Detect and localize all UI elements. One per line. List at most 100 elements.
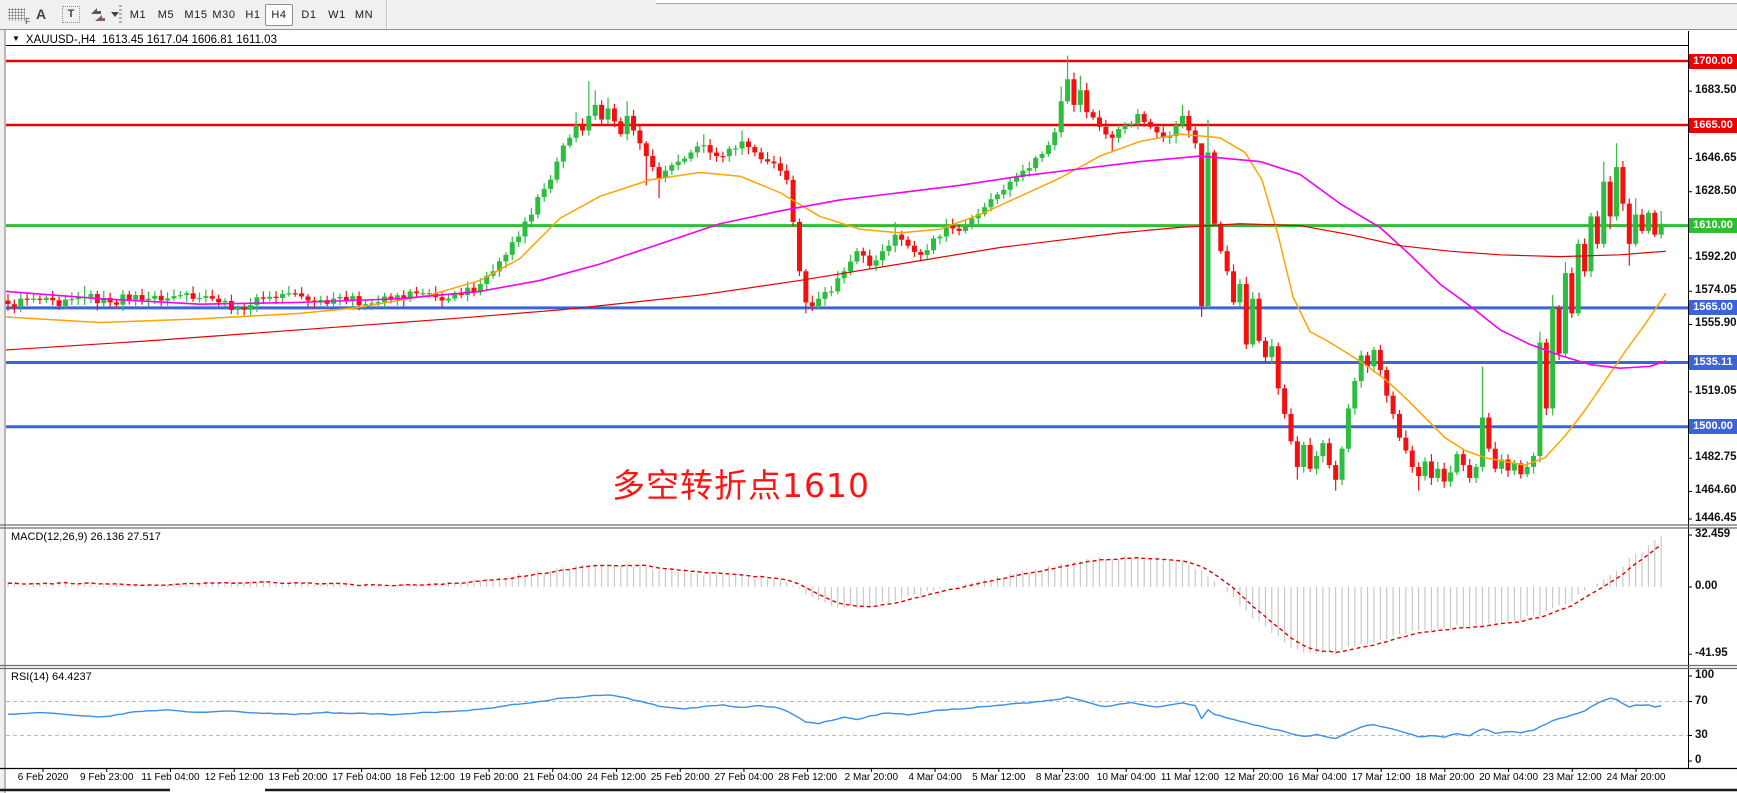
candle-body (1218, 223, 1224, 252)
candle-body (88, 294, 94, 297)
candle-body (1626, 203, 1632, 244)
candle-body (669, 165, 675, 171)
price-tick-label: 1555.90 (1695, 317, 1737, 330)
candle-body (1333, 465, 1339, 480)
price-tick-label: 1482.75 (1695, 451, 1737, 464)
candle-body (1001, 189, 1007, 195)
candle-body (1575, 243, 1581, 314)
toolbar-drag-handle[interactable] (119, 5, 122, 25)
candle-body (643, 143, 649, 157)
candle-body (1026, 168, 1032, 171)
candle-body (279, 294, 285, 298)
candle-body (682, 158, 688, 162)
candle-body (1614, 167, 1620, 217)
chart-annotation-text[interactable]: 多空转折点1610 (612, 466, 870, 505)
candle-body (1077, 90, 1083, 105)
candle-body (899, 234, 905, 240)
symbol-ohlc-line: ▼ XAUUSD-,H4 1613.45 1617.04 1606.81 1611… (12, 34, 277, 46)
candle-body (950, 225, 956, 229)
candle-body (1205, 152, 1211, 307)
candle-body (1428, 461, 1434, 478)
candle-body (292, 293, 298, 295)
time-tick-label: 13 Feb 20:00 (268, 772, 328, 783)
candle-body (388, 296, 394, 299)
timeframe-button-M30[interactable]: M30 (212, 9, 236, 21)
time-tick-label: 27 Feb 04:00 (714, 772, 774, 783)
candle-body (1269, 346, 1275, 358)
candle-body (1148, 121, 1154, 127)
candle-body (1339, 448, 1345, 480)
candle-body (1448, 472, 1454, 482)
candle-body (516, 236, 522, 243)
candle-body (496, 261, 502, 272)
time-tick-label: 24 Mar 20:00 (1606, 772, 1666, 783)
candle-body (745, 141, 751, 148)
candle-body (1556, 307, 1562, 354)
candle-body (975, 214, 981, 219)
ma-mid-line (5, 155, 1667, 370)
candle-body (969, 218, 975, 227)
time-tick-label: 24 Feb 12:00 (587, 772, 646, 783)
text-box-icon[interactable]: T (62, 6, 80, 23)
candle-body (937, 236, 943, 239)
candle-body (203, 296, 209, 298)
candle-body (637, 130, 643, 144)
timeframe-button-M5[interactable]: M5 (157, 9, 175, 21)
time-tick-label: 8 Mar 23:00 (1035, 772, 1090, 783)
timeframe-button-H4[interactable]: H4 (265, 4, 293, 26)
candle-body (1422, 461, 1428, 477)
candle-body (1141, 114, 1147, 122)
candle-body (1320, 443, 1326, 456)
timeframe-button-W1[interactable]: W1 (328, 9, 346, 21)
candle-body (439, 297, 445, 301)
candle-body (809, 302, 815, 307)
timeframe-button-D1[interactable]: D1 (301, 9, 317, 21)
timeframe-button-M15[interactable]: M15 (184, 9, 208, 21)
candle-body (1090, 112, 1096, 118)
candle-body (101, 297, 107, 304)
candle-body (1620, 167, 1626, 204)
time-tick-label: 16 Mar 04:00 (1287, 772, 1347, 783)
candle-body (560, 145, 566, 162)
window-left-margin (0, 30, 4, 793)
candle-body (873, 260, 879, 266)
time-tick-label: 25 Feb 20:00 (650, 772, 710, 783)
fibonacci-grid-icon[interactable]: F (8, 8, 30, 26)
time-tick-label: 21 Feb 04:00 (523, 772, 583, 783)
timeframe-button-H1[interactable]: H1 (245, 9, 261, 21)
arrow-tools-icon[interactable] (90, 8, 106, 22)
candle-body (918, 251, 924, 255)
candle-body (694, 146, 700, 153)
candle-body (171, 296, 177, 299)
rsi-tick-label: 100 (1695, 669, 1715, 681)
candle-body (1403, 437, 1409, 451)
candle-body (1486, 417, 1492, 449)
price-tag-1700.00: 1700.00 (1689, 53, 1737, 69)
candle-body (407, 291, 413, 300)
candle-body (31, 298, 37, 300)
candle-body (1377, 349, 1383, 371)
candle-body (471, 287, 477, 293)
candle-body (11, 304, 17, 307)
candle-body (854, 251, 860, 262)
time-tick-label: 9 Feb 23:00 (80, 772, 134, 783)
text-label-icon[interactable]: A (36, 6, 47, 22)
candle-body (1103, 126, 1109, 135)
rsi-tick-label: 30 (1695, 728, 1708, 741)
candle-body (656, 167, 662, 179)
candle-body (535, 197, 541, 215)
time-tick-label: 11 Feb 04:00 (141, 772, 200, 783)
candle-body (260, 297, 266, 299)
timeframe-button-M1[interactable]: M1 (129, 9, 147, 21)
symbol-dropdown-icon[interactable]: ▼ (12, 34, 20, 43)
candle-body (931, 238, 937, 251)
candle-body (1224, 251, 1230, 272)
candle-body (911, 245, 917, 252)
candle-body (1211, 152, 1217, 224)
timeframe-button-MN[interactable]: MN (354, 9, 374, 21)
arrow-tools-dropdown-icon[interactable] (111, 12, 119, 17)
candle-body (1186, 115, 1192, 131)
candle-body (1020, 170, 1026, 177)
candle-body (784, 170, 790, 180)
